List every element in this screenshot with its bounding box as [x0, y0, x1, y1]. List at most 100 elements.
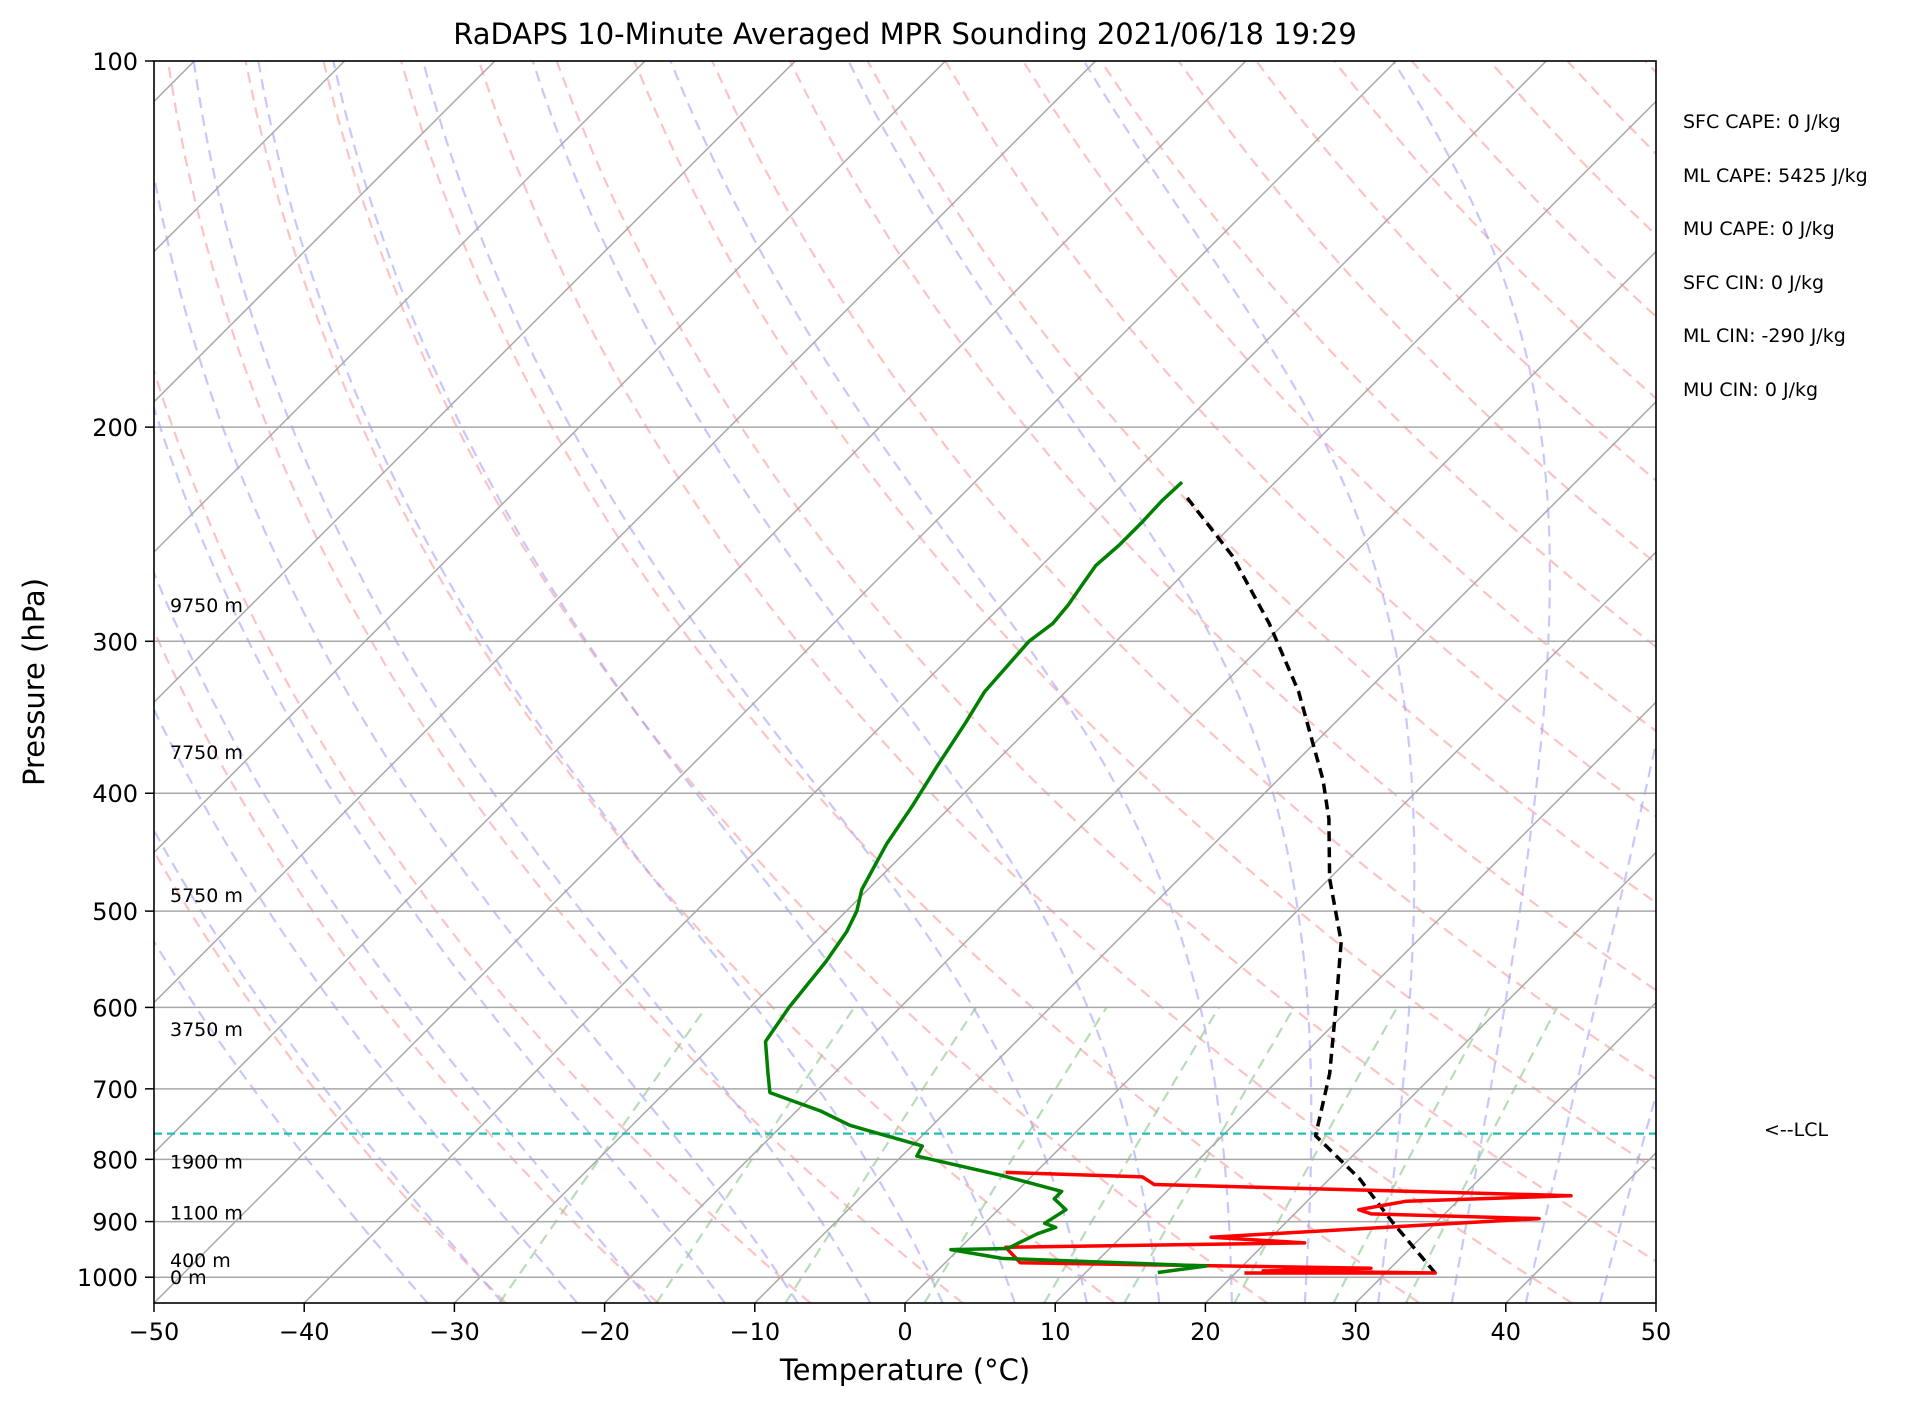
isotherm-line — [154, 61, 796, 704]
isotherm-line — [1204, 851, 1656, 1303]
moist-adiabat-line — [154, 169, 799, 1303]
y-axis: 100 200 300 400 500 600 700 800 900 1000 — [77, 48, 154, 1292]
data-series — [154, 480, 1656, 1275]
dry-adiabat-line — [711, 61, 1656, 1081]
x-tick-label: 30 — [1340, 1318, 1371, 1346]
x-axis: −50 −40 −30 −20 −10 0 10 20 30 40 50 — [129, 1303, 1672, 1346]
height-label: 5750 m — [170, 885, 243, 907]
mixing-ratio-line — [1233, 1006, 1399, 1303]
dry-adiabat-line — [166, 61, 964, 1303]
y-tick-label: 1000 — [77, 1264, 138, 1292]
y-tick-label: 900 — [92, 1209, 138, 1237]
mu-cape-label: MU CAPE: 0 J/kg — [1683, 218, 1835, 240]
x-axis-label: Temperature (°C) — [779, 1353, 1030, 1387]
dry-adiabat-line — [1488, 61, 1656, 237]
dry-adiabat-line — [1255, 61, 1656, 483]
ml-cin-label: ML CIN: -290 J/kg — [1683, 325, 1846, 347]
mixing-ratio-line — [1043, 1006, 1220, 1303]
dry-adiabat-line — [788, 61, 1656, 992]
x-tick-label: 10 — [1040, 1318, 1071, 1346]
isotherm-line — [904, 550, 1656, 1303]
y-tick-label: 300 — [92, 628, 138, 656]
x-tick-label: 0 — [897, 1318, 912, 1346]
sfc-cin-label: SFC CIN: 0 J/kg — [1683, 272, 1824, 294]
chart-title: RaDAPS 10-Minute Averaged MPR Sounding 2… — [453, 17, 1357, 51]
moist-adiabat-line — [421, 61, 1088, 1303]
x-tick-label: −20 — [579, 1318, 630, 1346]
dewpoint-line — [763, 480, 1209, 1275]
parcel-profile-line — [1184, 495, 1437, 1275]
moist-adiabat-line — [154, 939, 429, 1303]
background-lines — [154, 61, 1914, 1303]
height-label: 0 m — [170, 1267, 207, 1289]
mixing-ratio-line — [1405, 1006, 1559, 1303]
moist-adiabat-line — [1599, 1091, 1656, 1303]
x-tick-label: −40 — [279, 1318, 330, 1346]
dry-adiabat-line — [633, 61, 1656, 1171]
dry-adiabat-line — [322, 61, 1268, 1303]
isotherm-line — [754, 400, 1656, 1303]
isotherm-line — [604, 250, 1656, 1303]
height-label: 3750 m — [170, 1019, 243, 1041]
y-tick-label: 500 — [92, 898, 138, 926]
isotherm-line — [154, 61, 1247, 1154]
dry-adiabat-line — [400, 61, 1421, 1303]
mu-cin-label: MU CIN: 0 J/kg — [1683, 379, 1818, 401]
lcl-label: <--LCL — [1764, 1119, 1828, 1141]
height-labels: 9750 m 7750 m 5750 m 3750 m 1900 m 1100 m 400 … — [170, 595, 243, 1289]
dry-adiabat-line — [1099, 61, 1656, 649]
y-tick-label: 400 — [92, 780, 138, 808]
dry-adiabat-line — [1644, 61, 1656, 74]
y-tick-label: 600 — [92, 994, 138, 1022]
moist-adiabat-line — [1082, 61, 1416, 1303]
dry-adiabat-line — [1410, 61, 1656, 319]
isotherm-line — [1505, 1151, 1656, 1303]
dry-adiabat-line — [1333, 61, 1656, 400]
height-label: 1100 m — [170, 1203, 243, 1225]
dry-adiabat-line — [866, 61, 1656, 905]
moist-adiabat-line — [257, 61, 944, 1303]
dry-adiabat-line — [154, 849, 507, 1303]
y-tick-label: 700 — [92, 1076, 138, 1104]
dry-adiabat-line — [477, 61, 1573, 1303]
dry-adiabat-line — [244, 61, 1116, 1303]
isotherm-line — [1054, 701, 1656, 1303]
dry-adiabat-line — [1022, 61, 1656, 733]
x-tick-label: 20 — [1190, 1318, 1221, 1346]
height-label: 7750 m — [170, 742, 243, 764]
indices-panel: SFC CAPE: 0 J/kg ML CAPE: 5425 J/kg MU C… — [1683, 111, 1868, 401]
dry-adiabat-line — [154, 628, 659, 1303]
ml-cape-label: ML CAPE: 5425 J/kg — [1683, 165, 1868, 187]
isotherm-line — [154, 61, 496, 403]
isotherm-line — [154, 61, 646, 554]
dry-adiabat-line — [1566, 61, 1656, 156]
dry-adiabat-line — [1177, 61, 1656, 565]
dry-adiabat-line — [154, 367, 812, 1303]
x-tick-label: −10 — [729, 1318, 780, 1346]
moist-adiabat-line — [154, 828, 504, 1303]
isotherm-line — [154, 61, 1097, 1004]
moist-adiabat-line — [1392, 61, 1552, 1303]
x-tick-label: 50 — [1641, 1318, 1672, 1346]
moist-adiabat-line — [192, 61, 872, 1303]
isotherm-line — [154, 61, 1397, 1303]
y-tick-label: 800 — [92, 1146, 138, 1174]
mixing-ratio-line — [655, 1006, 856, 1303]
y-axis-label: Pressure (hPa) — [17, 578, 51, 786]
temperature-line — [1003, 1170, 1573, 1275]
x-tick-label: −30 — [429, 1318, 480, 1346]
x-tick-label: 40 — [1491, 1318, 1522, 1346]
dry-adiabat-line — [555, 61, 1656, 1263]
moist-adiabat-line — [154, 707, 578, 1303]
moist-adiabat-line — [669, 61, 1233, 1303]
height-label: 1900 m — [170, 1151, 243, 1173]
isotherm-line — [1655, 1301, 1656, 1303]
moist-adiabat-line — [1524, 738, 1656, 1303]
grid-lines — [154, 61, 1656, 1303]
height-label: 400 m — [170, 1250, 231, 1272]
mixing-ratio-line — [784, 1006, 977, 1303]
y-tick-label: 200 — [92, 414, 138, 442]
isotherm-line — [154, 61, 946, 854]
dry-adiabat-line — [1723, 61, 1914, 1303]
